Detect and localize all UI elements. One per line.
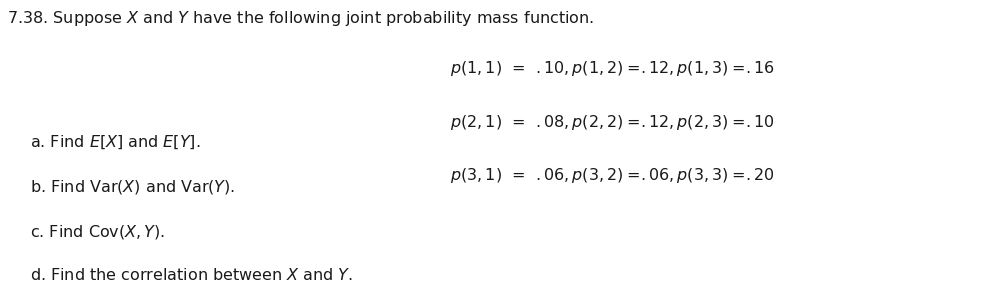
Text: $p(2,1)$  =  $.08, p(2,2)=\!.12, p(2,3)=\!.10$: $p(2,1)$ = $.08, p(2,2)=\!.12, p(2,3)=\!…	[450, 113, 774, 132]
Text: $p(3,1)$  =  $.06, p(3,2)=\!.06, p(3,3)=\!.20$: $p(3,1)$ = $.06, p(3,2)=\!.06, p(3,3)=\!…	[450, 166, 774, 185]
Text: a. Find $E[X]$ and $E[Y]$.: a. Find $E[X]$ and $E[Y]$.	[30, 134, 201, 151]
Text: d. Find the correlation between $X$ and $Y$.: d. Find the correlation between $X$ and …	[30, 267, 353, 283]
Text: c. Find $\mathrm{Cov}(X,Y)$.: c. Find $\mathrm{Cov}(X,Y)$.	[30, 223, 165, 241]
Text: b. Find $\mathrm{Var}(X)$ and $\mathrm{Var}(Y)$.: b. Find $\mathrm{Var}(X)$ and $\mathrm{V…	[30, 178, 235, 196]
Text: 7.38. Suppose $X$ and $Y$ have the following joint probability mass function.: 7.38. Suppose $X$ and $Y$ have the follo…	[7, 9, 594, 28]
Text: $p(1,1)$  =  $.10, p(1,2)=\!.12, p(1,3)=\!.16$: $p(1,1)$ = $.10, p(1,2)=\!.12, p(1,3)=\!…	[450, 59, 774, 78]
